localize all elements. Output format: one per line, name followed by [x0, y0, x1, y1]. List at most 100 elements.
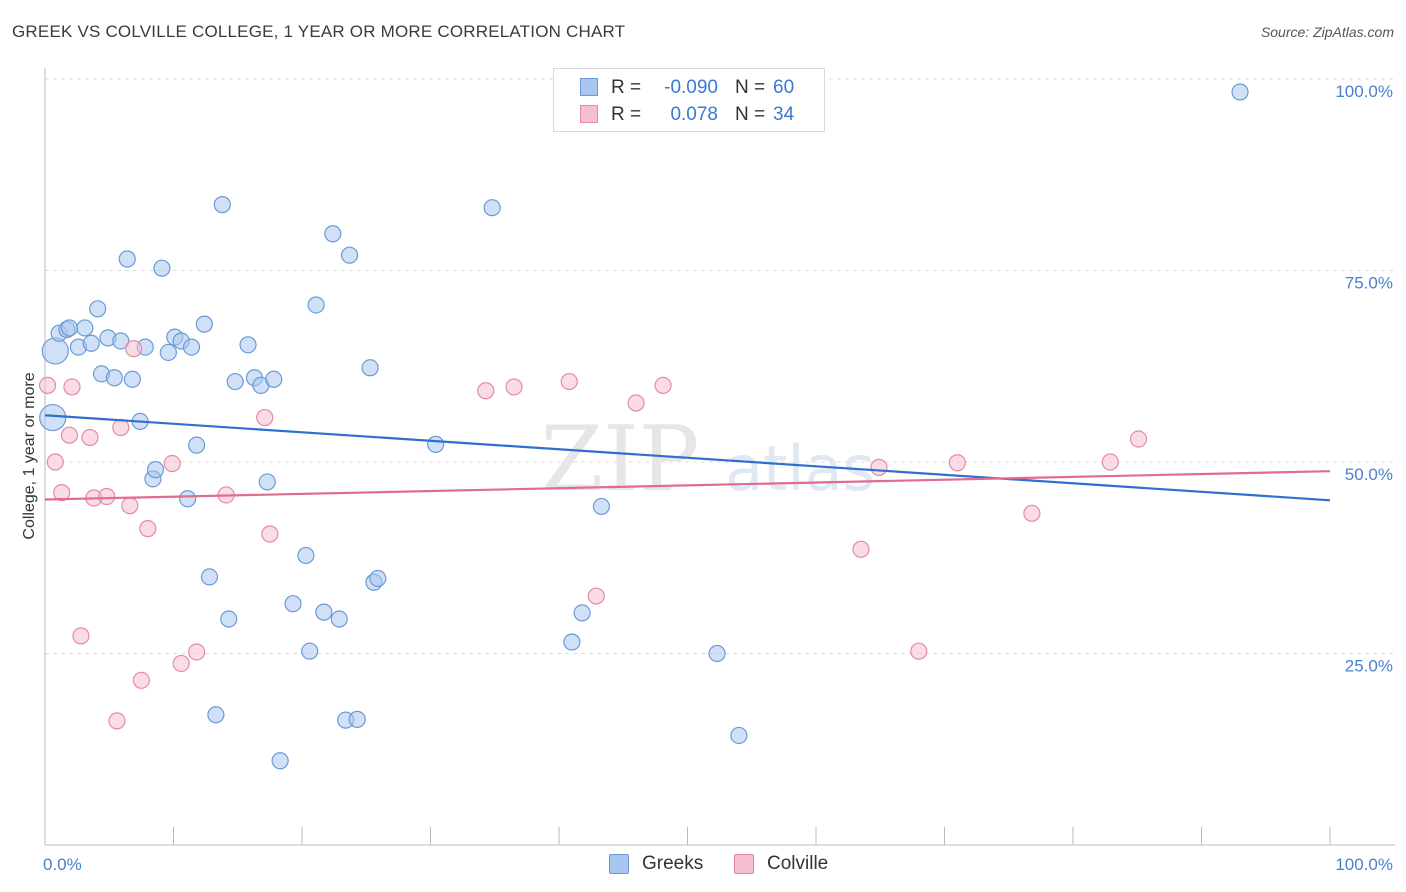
greeks-point: [39, 403, 67, 432]
greeks-point: [307, 296, 325, 314]
greeks-point: [76, 319, 94, 337]
greeks-point: [427, 435, 445, 453]
source-label: Source: ZipAtlas.com: [1260, 24, 1394, 40]
greeks-point: [153, 259, 171, 277]
grid: [45, 78, 1395, 654]
colville-point: [261, 525, 279, 543]
greeks-point: [330, 610, 348, 628]
greeks-point: [200, 568, 219, 586]
greeks-point: [146, 461, 165, 479]
trend-lines: [44, 414, 1331, 502]
stats-box: R = -0.090 N = 60 R = 0.078 N = 34: [553, 68, 825, 132]
n-value: 60: [773, 77, 795, 98]
greeks-point: [573, 604, 591, 622]
stats-row-colville: R = 0.078 N = 34: [554, 102, 824, 128]
greeks-point: [213, 196, 231, 214]
colville-point: [108, 712, 126, 730]
greeks-point: [271, 752, 289, 770]
stats-row-greeks: R = -0.090 N = 60: [554, 75, 824, 101]
colville-point: [53, 484, 71, 502]
colville-point: [163, 454, 181, 473]
colville-point: [46, 453, 64, 471]
greeks-point: [207, 706, 225, 724]
axes: [44, 68, 1395, 846]
greeks-point: [1231, 83, 1249, 101]
colville-point: [560, 372, 578, 391]
greeks-point: [284, 595, 302, 613]
colville-trend-line: [44, 470, 1331, 501]
greeks-point: [361, 359, 379, 377]
chart-title: GREEK VS COLVILLE COLLEGE, 1 YEAR OR MOR…: [12, 22, 626, 41]
legend-label: Greeks: [642, 853, 704, 874]
r-label: R =: [611, 104, 642, 125]
colville-point: [654, 376, 672, 394]
n-value: 34: [773, 104, 795, 125]
colville-point: [72, 627, 90, 645]
greeks-legend-swatch: [609, 854, 629, 874]
greeks-point: [89, 300, 107, 318]
greeks-point: [730, 726, 748, 745]
greeks-point: [159, 343, 177, 362]
greeks-point: [592, 497, 611, 516]
greeks-point: [315, 603, 333, 621]
colville-point: [63, 378, 81, 396]
greeks-trend-line: [44, 414, 1331, 502]
y-tick-label: 50.0%: [1345, 465, 1393, 484]
greeks-point: [563, 633, 581, 651]
colville-point: [852, 540, 870, 558]
colville-legend-swatch: [734, 854, 754, 874]
colville-point: [948, 454, 966, 472]
colville-point: [98, 487, 116, 506]
x-tick-label: 0.0%: [43, 855, 82, 874]
greeks-point: [369, 569, 387, 588]
greeks-point: [82, 334, 100, 352]
n-label: N =: [735, 104, 766, 125]
legend-label: Colville: [767, 853, 829, 874]
greeks-point: [708, 644, 726, 663]
r-value: -0.090: [664, 77, 718, 98]
x-tick-label: 100.0%: [1335, 855, 1393, 874]
colville-point: [1101, 453, 1119, 471]
y-tick-label: 75.0%: [1345, 274, 1393, 293]
greeks-point: [340, 246, 359, 264]
greeks-point: [226, 372, 244, 391]
colville-point: [910, 642, 928, 660]
greeks-point: [297, 546, 315, 565]
colville-point: [112, 418, 130, 437]
colville-point: [172, 654, 190, 673]
greeks-point: [112, 332, 130, 350]
greeks-point: [258, 473, 276, 491]
greeks-point: [239, 336, 257, 354]
colville-point: [627, 394, 645, 412]
colville-point: [256, 408, 274, 427]
greeks-swatch: [580, 78, 598, 96]
colville-point: [1129, 430, 1148, 448]
greeks-point: [179, 490, 197, 508]
greeks-point: [118, 250, 136, 268]
colville-point: [121, 497, 139, 515]
colville-point: [81, 428, 99, 447]
r-value: 0.078: [670, 104, 718, 125]
legend: Greeks Colville: [0, 852, 1406, 878]
greeks-point: [324, 225, 342, 243]
colville-point: [477, 382, 495, 400]
colville-point: [1023, 504, 1041, 522]
colville-point: [139, 520, 157, 538]
greeks-point: [123, 370, 141, 388]
greeks-point: [483, 199, 501, 217]
tick-labels: 25.0% 50.0% 75.0% 100.0% 0.0% 100.0%: [43, 82, 1393, 874]
y-tick-label: 25.0%: [1345, 657, 1393, 676]
greeks-point: [301, 642, 319, 660]
colville-point: [587, 587, 605, 605]
colville-swatch: [580, 105, 598, 123]
colville-point: [132, 671, 150, 689]
r-label: R =: [611, 77, 642, 98]
greeks-point: [41, 337, 69, 365]
y-axis-label: College, 1 year or more: [21, 372, 38, 539]
colville-point: [60, 426, 79, 444]
colville-point: [125, 340, 143, 358]
greeks-point: [220, 610, 238, 628]
colville-point: [38, 376, 57, 394]
greeks-point: [105, 369, 123, 387]
